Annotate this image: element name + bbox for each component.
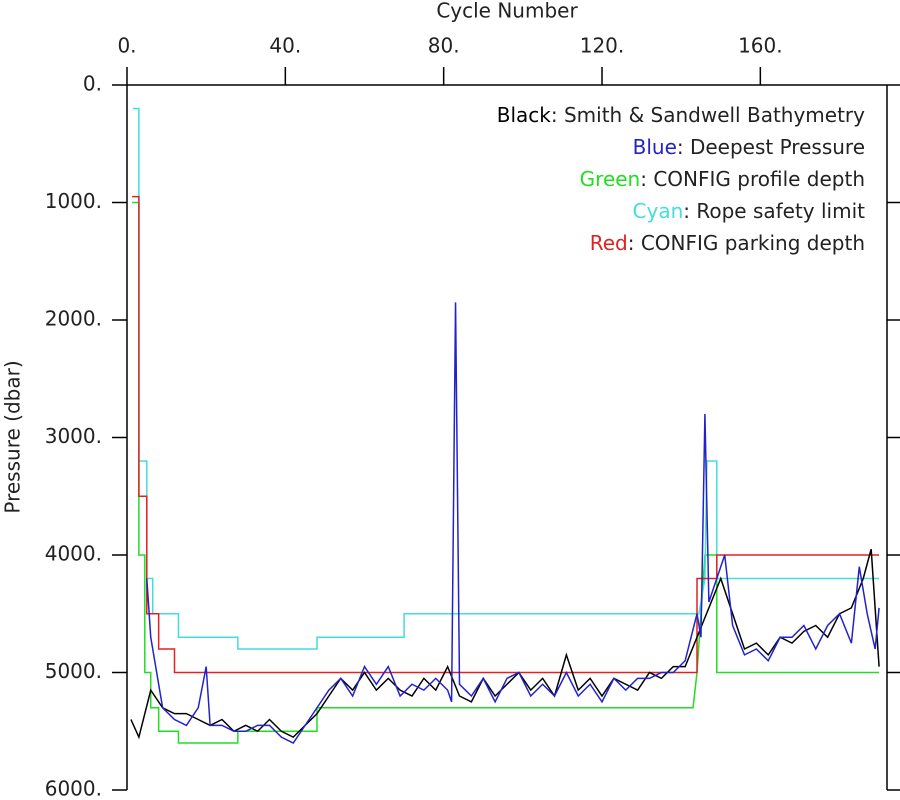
y-tick-label: 4000.: [45, 542, 102, 566]
legend-entry: Black: Smith & Sandwell Bathymetry: [497, 103, 865, 127]
y-tick-label: 1000.: [45, 189, 102, 213]
x-axis-label: Cycle Number: [436, 0, 578, 23]
legend-entry: Cyan: Rope safety limit: [633, 199, 866, 223]
data-line: [130, 548, 880, 740]
y-tick-label: 5000.: [45, 659, 102, 683]
x-tick-label: 120.: [580, 34, 625, 58]
x-tick-label: 0.: [117, 34, 136, 58]
y-tick-label: 6000.: [45, 777, 102, 800]
legend-entry: Blue: Deepest Pressure: [633, 135, 865, 159]
legend-entry: Green: CONFIG profile depth: [580, 167, 865, 191]
x-tick-label: 40.: [269, 34, 301, 58]
y-tick-label: 0.: [83, 72, 102, 96]
y-tick-label: 2000.: [45, 307, 102, 331]
data-line: [146, 302, 880, 744]
legend-entry: Red: CONFIG parking depth: [590, 231, 865, 255]
data-line: [132, 201, 880, 744]
y-axis-label: Pressure (dbar): [1, 360, 25, 513]
y-tick-label: 3000.: [45, 424, 102, 448]
data-line: [132, 195, 880, 674]
x-tick-label: 80.: [428, 34, 460, 58]
x-tick-label: 160.: [738, 34, 783, 58]
